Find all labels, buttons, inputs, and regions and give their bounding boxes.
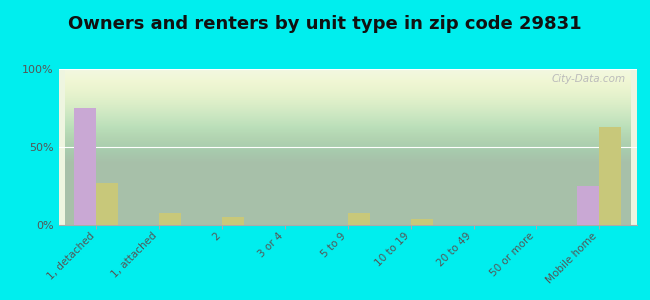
Bar — [159, 212, 181, 225]
Bar — [599, 127, 621, 225]
Bar — [74, 108, 96, 225]
Text: City-Data.com: City-Data.com — [551, 74, 625, 84]
Bar — [222, 217, 244, 225]
Bar — [411, 219, 433, 225]
Bar — [577, 186, 599, 225]
Bar — [96, 183, 118, 225]
Text: Owners and renters by unit type in zip code 29831: Owners and renters by unit type in zip c… — [68, 15, 582, 33]
Bar — [348, 212, 370, 225]
